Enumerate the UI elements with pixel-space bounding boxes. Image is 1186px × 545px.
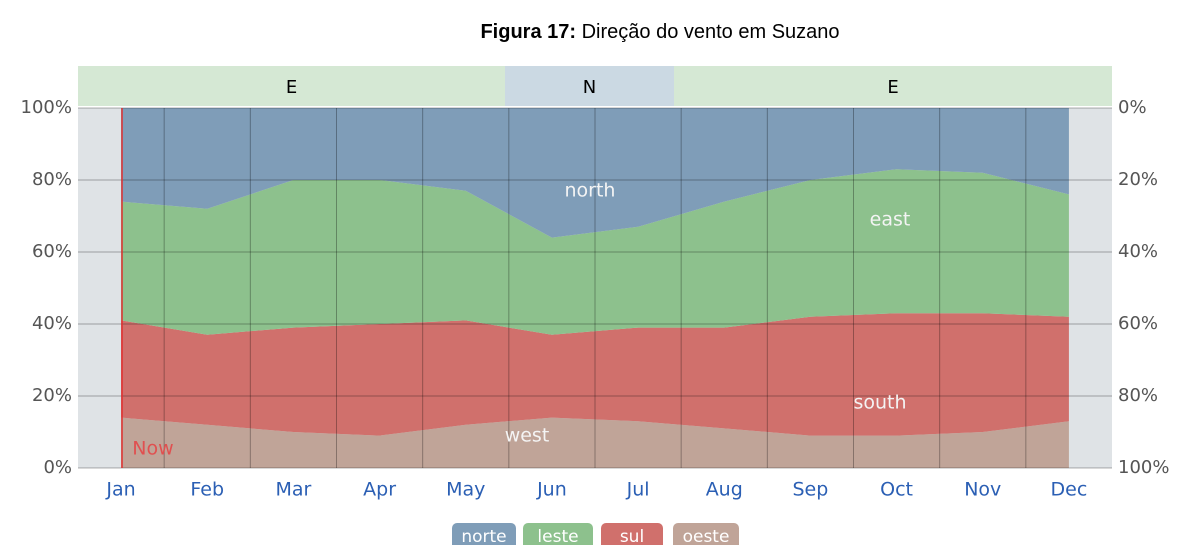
y2-tick-label: 100%: [1118, 457, 1169, 478]
x-tick-label: Dec: [1051, 479, 1088, 501]
annotation: Now: [132, 438, 173, 460]
area: [121, 417, 1069, 468]
y-tick-label: 100%: [21, 97, 72, 118]
x-tick-label: Jul: [626, 479, 650, 501]
x-tick-label: May: [446, 479, 485, 501]
annotation: west: [505, 425, 550, 447]
direction-band: [674, 66, 1112, 106]
y-tick-label: 60%: [32, 241, 72, 262]
annotation: north: [565, 180, 616, 202]
x-tick-label: Jan: [105, 479, 135, 501]
x-tick-label: Jun: [536, 479, 567, 501]
y-tick-label: 20%: [32, 385, 72, 406]
y2-tick-label: 60%: [1118, 313, 1158, 334]
legend-label: sul: [620, 527, 644, 545]
legend-label: leste: [537, 527, 578, 545]
y2-tick-label: 40%: [1118, 241, 1158, 262]
legend-swatch: [452, 523, 516, 545]
figure-label: Figura 17:: [480, 21, 576, 43]
area: [121, 313, 1069, 436]
legend-label: norte: [461, 527, 506, 545]
legend-label: oeste: [683, 527, 730, 545]
area: [121, 108, 1069, 238]
y-tick-label: 40%: [32, 313, 72, 334]
x-tick-label: Mar: [275, 479, 311, 501]
x-tick-label: Aug: [706, 479, 743, 501]
x-tick-label: Sep: [793, 479, 829, 501]
y-tick-label: 0%: [43, 457, 72, 478]
y-tick-label: 80%: [32, 169, 72, 190]
annotation: east: [870, 209, 911, 231]
y2-tick-label: 80%: [1118, 385, 1158, 406]
annotation: south: [853, 392, 906, 414]
x-tick-label: Nov: [964, 479, 1001, 501]
x-tick-label: Oct: [880, 479, 913, 501]
direction-label: N: [583, 77, 596, 98]
x-tick-label: Apr: [363, 479, 396, 501]
direction-band: [505, 66, 674, 106]
legend-swatch: [523, 523, 593, 545]
y2-tick-label: 0%: [1118, 97, 1147, 118]
chart-title: Figura 17: Direção do vento em Suzano: [480, 21, 839, 43]
direction-label: E: [887, 77, 898, 98]
legend-swatch: [601, 523, 663, 545]
x-tick-label: Feb: [190, 479, 224, 501]
area: [121, 169, 1069, 335]
direction-band: [78, 66, 505, 106]
y2-tick-label: 20%: [1118, 169, 1158, 190]
direction-label: E: [286, 77, 297, 98]
title-text: Direção do vento em Suzano: [582, 21, 840, 43]
legend-swatch: [673, 523, 739, 545]
